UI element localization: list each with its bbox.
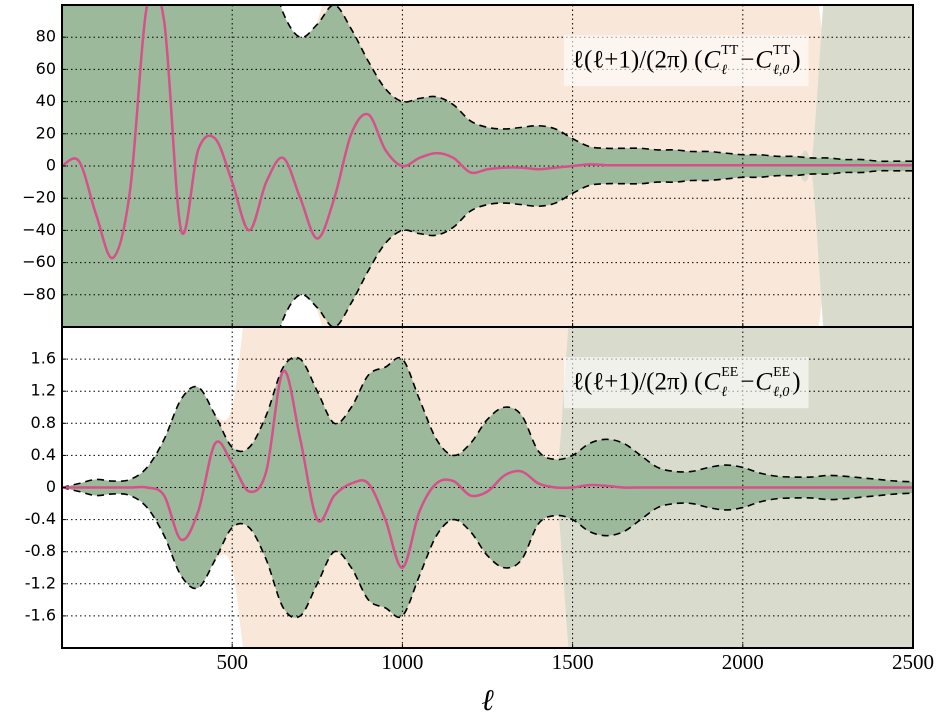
- annotation-text: C: [704, 369, 721, 396]
- annotation: ℓ(ℓ+1)/(2π) (C TTℓ − C TTℓ,0): [572, 43, 801, 78]
- y-tick-label: 60: [36, 59, 56, 78]
- band: [62, 5, 913, 327]
- y-tick-label: 20: [36, 123, 56, 142]
- annotation-sub: ℓ: [721, 385, 727, 400]
- annotation-text: ℓ(ℓ+1)/(2π) (: [572, 47, 703, 74]
- annotation: ℓ(ℓ+1)/(2π) (C EEℓ − C EEℓ,0): [572, 365, 801, 400]
- y-tick-label: 0: [46, 156, 56, 175]
- annotation-text: ℓ(ℓ+1)/(2π) (: [572, 369, 703, 396]
- frame: [61, 326, 914, 649]
- y-tick-label: -0.8: [25, 541, 56, 560]
- y-tick-label: 80: [36, 27, 56, 46]
- annotation-sup: EE: [721, 365, 738, 380]
- y-tick-label: −40: [22, 220, 56, 239]
- annotation-box: [564, 357, 809, 409]
- difference-line: [62, 5, 913, 260]
- y-tick-label: −20: [22, 188, 56, 207]
- x-tick-label: 2000: [722, 650, 764, 674]
- annotation-text: C: [755, 47, 772, 74]
- y-tick-label: -1.2: [25, 573, 56, 592]
- error-bound-upper: [62, 356, 913, 489]
- y-tick-label: -0.4: [25, 509, 56, 528]
- y-tick-label: -1.6: [25, 605, 56, 624]
- annotation-sub: ℓ,0: [773, 63, 789, 78]
- annotation-text: ): [792, 47, 800, 74]
- annotation-text: C: [704, 47, 721, 74]
- y-tick-label: 1.2: [31, 381, 56, 400]
- annotation-text: C: [755, 369, 772, 396]
- y-tick-label: −80: [22, 284, 56, 303]
- annotation-sup: TT: [773, 43, 791, 58]
- x-tick-label: 1000: [381, 650, 423, 674]
- y-tick-label: 0.8: [31, 413, 56, 432]
- annotation-sup: TT: [721, 43, 739, 58]
- annotation-text: −: [740, 369, 754, 396]
- x-tick-label: 500: [216, 650, 248, 674]
- annotation-text: −: [740, 47, 754, 74]
- x-axis-label: ℓ: [481, 684, 494, 717]
- y-tick-label: 0.4: [31, 445, 56, 464]
- annotation-text: ): [792, 369, 800, 396]
- x-tick-label: 1500: [552, 650, 594, 674]
- difference-line: [62, 369, 913, 570]
- y-tick-label: 0: [46, 477, 56, 496]
- annotation-sub: ℓ: [721, 63, 727, 78]
- y-tick-label: 1.6: [31, 349, 56, 368]
- error-bound-lower: [62, 486, 913, 619]
- annotation-box: [564, 35, 809, 87]
- y-tick-label: −60: [22, 252, 56, 271]
- plot-area: [62, 327, 913, 648]
- annotation-sup: EE: [773, 365, 790, 380]
- annotation-sub: ℓ,0: [773, 385, 789, 400]
- y-tick-label: 40: [36, 91, 56, 110]
- x-tick-label: 2500: [892, 650, 934, 674]
